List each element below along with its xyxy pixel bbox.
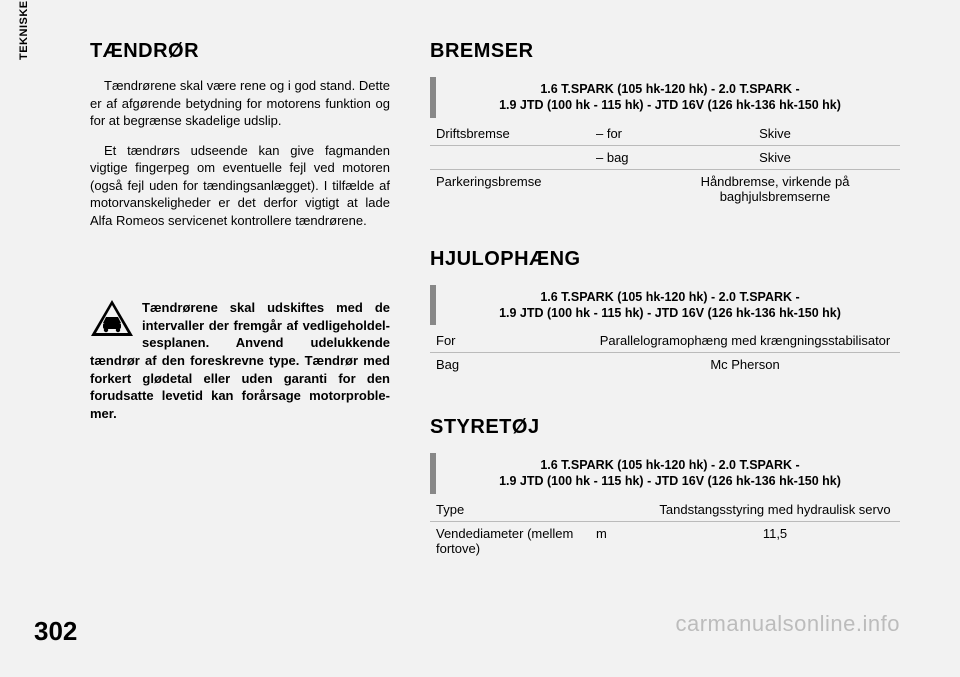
section-hjulophaeng: HJULOPHÆNG 1.6 T.SPARK (105 hk-120 hk) -… — [430, 248, 900, 377]
cell-val: Skive — [650, 122, 900, 146]
section-bremser: BREMSER 1.6 T.SPARK (105 hk-120 hk) - 2.… — [430, 40, 900, 208]
cell-label: Driftsbremse — [430, 122, 590, 146]
engine-header-line1: 1.6 T.SPARK (105 hk-120 hk) - 2.0 T.SPAR… — [540, 82, 799, 96]
page-content: TÆNDRØR Tændrørene skal være rene og i g… — [90, 40, 900, 600]
cell-val: Håndbremse, virkende på baghjulsbremsern… — [650, 169, 900, 208]
table-row: – bag Skive — [430, 145, 900, 169]
table-row: Driftsbremse – for Skive — [430, 122, 900, 146]
left-column: TÆNDRØR Tændrørene skal være rene og i g… — [90, 40, 390, 600]
engine-header-hjulophaeng: 1.6 T.SPARK (105 hk-120 hk) - 2.0 T.SPAR… — [430, 285, 900, 326]
heading-bremser: BREMSER — [430, 40, 900, 63]
heading-tandror: TÆNDRØR — [90, 40, 390, 63]
watermark: carmanualsonline.info — [675, 611, 900, 637]
table-row: For Parallelogramophæng med krængningsst… — [430, 329, 900, 353]
paragraph-2: Et tændrørs udseende kan give fag­manden… — [90, 142, 390, 230]
heading-styretoj: STYRETØJ — [430, 416, 900, 439]
page-number: 302 — [34, 616, 77, 647]
table-row: Parkeringsbremse Håndbremse, virkende på… — [430, 169, 900, 208]
cell-label: Bag — [430, 353, 590, 377]
engine-header-line2: 1.9 JTD (100 hk - 115 hk) - JTD 16V (126… — [499, 474, 841, 488]
right-column: BREMSER 1.6 T.SPARK (105 hk-120 hk) - 2.… — [430, 40, 900, 600]
cell-val: 11,5 — [650, 521, 900, 560]
engine-header-styretoj: 1.6 T.SPARK (105 hk-120 hk) - 2.0 T.SPAR… — [430, 453, 900, 494]
cell-sub: – bag — [590, 145, 650, 169]
manual-page: TEKNISKE DATA TÆNDRØR Tændrørene skal væ… — [0, 0, 960, 677]
cell-val: Tandstangsstyring med hydraulisk servo — [650, 498, 900, 522]
warning-block: Tændrørene skal udskif­tes med de interv… — [90, 299, 390, 422]
cell-val: Parallelogramophæng med krængningsstabil… — [590, 329, 900, 353]
cell-val: Skive — [650, 145, 900, 169]
cell-label: Vendediameter (mellem fortove) — [430, 521, 590, 560]
table-hjulophaeng: For Parallelogramophæng med krængningsst… — [430, 329, 900, 376]
engine-header-line1: 1.6 T.SPARK (105 hk-120 hk) - 2.0 T.SPAR… — [540, 458, 799, 472]
table-row: Bag Mc Pherson — [430, 353, 900, 377]
cell-sub: m — [590, 521, 650, 560]
section-styretoj: STYRETØJ 1.6 T.SPARK (105 hk-120 hk) - 2… — [430, 416, 900, 560]
engine-header-bremser: 1.6 T.SPARK (105 hk-120 hk) - 2.0 T.SPAR… — [430, 77, 900, 118]
table-bremser: Driftsbremse – for Skive – bag Skive Par… — [430, 122, 900, 208]
warning-car-icon — [90, 299, 134, 337]
table-row: Type Tandstangsstyring med hydraulisk se… — [430, 498, 900, 522]
table-row: Vendediameter (mellem fortove) m 11,5 — [430, 521, 900, 560]
engine-header-line2: 1.9 JTD (100 hk - 115 hk) - JTD 16V (126… — [499, 98, 841, 112]
warning-text: Tændrørene skal udskif­tes med de interv… — [90, 300, 390, 420]
heading-hjulophaeng: HJULOPHÆNG — [430, 248, 900, 271]
sidebar-section-label: TEKNISKE DATA — [18, 0, 30, 60]
cell-label — [430, 145, 590, 169]
engine-header-line2: 1.9 JTD (100 hk - 115 hk) - JTD 16V (126… — [499, 306, 841, 320]
cell-sub: – for — [590, 122, 650, 146]
cell-sub — [590, 498, 650, 522]
paragraph-1: Tændrørene skal være rene og i god stand… — [90, 77, 390, 130]
cell-label: For — [430, 329, 590, 353]
table-styretoj: Type Tandstangsstyring med hydraulisk se… — [430, 498, 900, 560]
cell-val: Mc Pherson — [590, 353, 900, 377]
cell-label: Parkeringsbremse — [430, 169, 650, 208]
cell-label: Type — [430, 498, 590, 522]
engine-header-line1: 1.6 T.SPARK (105 hk-120 hk) - 2.0 T.SPAR… — [540, 290, 799, 304]
